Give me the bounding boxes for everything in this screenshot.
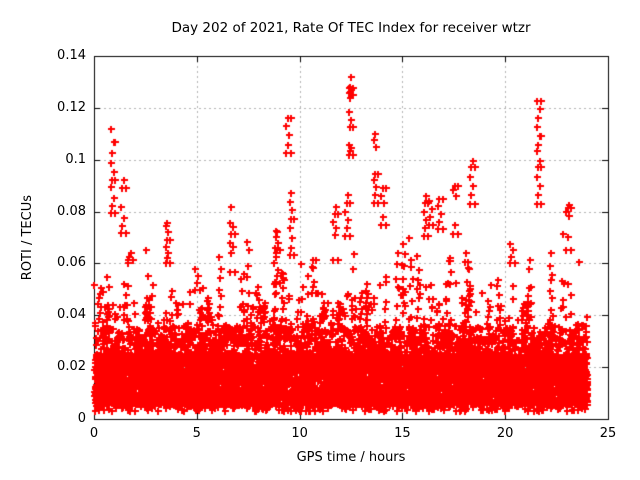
- y-axis-label-wrap: ROTI / TECUs: [16, 175, 38, 300]
- chart-title: Day 202 of 2021, Rate Of TEC Index for r…: [171, 20, 531, 36]
- x-axis-label: GPS time / hours: [296, 450, 406, 465]
- y-tick-label: 0.08: [57, 203, 86, 219]
- x-tick-label: 5: [192, 426, 201, 441]
- x-tick-label: 0: [89, 426, 99, 441]
- x-tick-label: 25: [599, 426, 617, 441]
- y-tick-label: 0.12: [57, 99, 86, 115]
- y-tick-label: 0.1: [65, 151, 86, 167]
- y-tick-label: 0.02: [57, 359, 86, 375]
- x-tick-label: 10: [291, 426, 308, 441]
- x-tick-label: 15: [394, 426, 411, 441]
- y-tick-label: 0.06: [57, 255, 86, 271]
- x-tick-label: 20: [496, 426, 514, 441]
- y-tick-label: 0: [77, 411, 86, 426]
- y-tick-label: 0.14: [57, 48, 86, 63]
- y-tick-label: 0.04: [57, 307, 86, 323]
